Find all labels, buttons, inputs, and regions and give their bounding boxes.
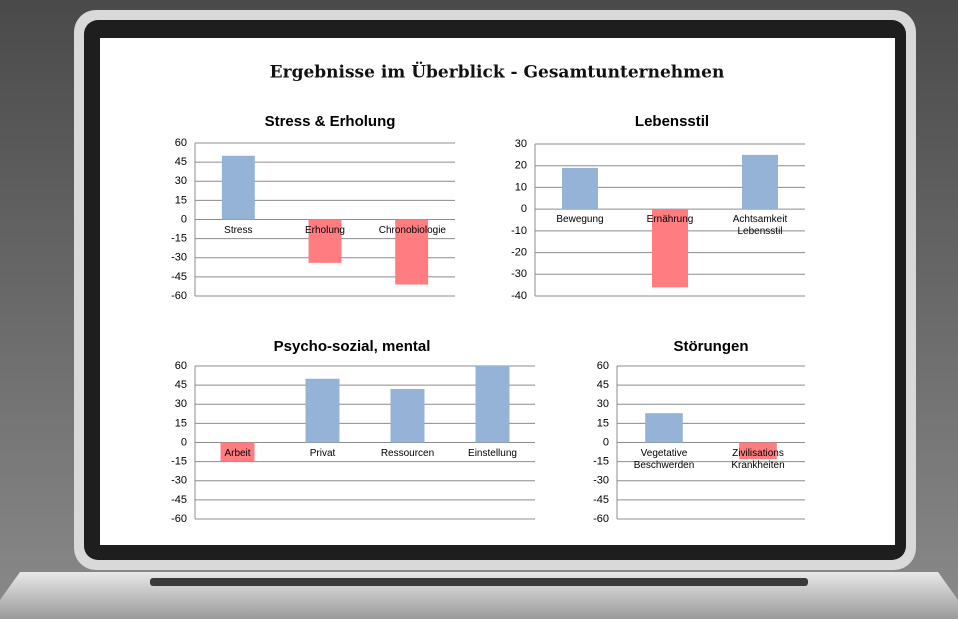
y-tick-label: 30 (175, 398, 187, 410)
y-tick-label: -30 (171, 475, 187, 487)
x-tick-label-box: Privat (309, 447, 336, 459)
y-tick-label: 10 (515, 181, 527, 193)
y-tick-label: -10 (511, 225, 527, 237)
y-tick-label: 30 (597, 398, 609, 410)
y-tick-label: -30 (511, 268, 527, 280)
chart-title: Lebensstil (635, 113, 709, 130)
bar (221, 155, 255, 220)
x-tick-label: Einstellung (468, 447, 517, 459)
y-tick-label: -60 (593, 513, 609, 525)
y-tick-label: 0 (603, 436, 609, 448)
y-tick-label: -45 (171, 271, 187, 283)
x-tick-label-box: Bewegung (556, 214, 604, 226)
bar (308, 219, 342, 263)
x-tick-label: Bewegung (556, 214, 604, 226)
y-tick-label: 45 (175, 379, 187, 391)
y-tick-label: -60 (171, 513, 187, 525)
chart-title: Stress & Erholung (265, 113, 396, 130)
x-tick-label: Chronobiologie (378, 224, 446, 236)
y-tick-label: 15 (175, 417, 187, 429)
y-tick-label: 60 (175, 360, 187, 372)
bar (390, 388, 425, 443)
y-tick-label: 20 (515, 160, 527, 172)
x-tick-label-box: Vegetative Beschwerden (633, 447, 695, 471)
y-tick-label: -60 (171, 290, 187, 302)
y-tick-label: 15 (597, 417, 609, 429)
x-tick-label: Ernährung (646, 214, 694, 226)
x-tick-label-box: Chronobiologie (378, 224, 446, 236)
y-tick-label: 0 (181, 436, 187, 448)
y-tick-label: 0 (521, 203, 527, 215)
x-tick-label: Erholung (304, 224, 345, 236)
y-tick-label: 60 (175, 137, 187, 149)
x-tick-label-box: Stress (224, 224, 253, 236)
y-tick-label: 15 (175, 194, 187, 206)
y-tick-label: -15 (171, 456, 187, 468)
x-tick-label: Achtsamkeit Lebensstil (732, 214, 788, 238)
x-tick-label-box: Ernährung (646, 214, 694, 226)
x-tick-label: Arbeit (224, 447, 251, 459)
x-tick-label-box: Achtsamkeit Lebensstil (732, 214, 788, 238)
x-tick-label: Zivilisations Krankheiten (731, 447, 785, 471)
x-tick-label-box: Zivilisations Krankheiten (731, 447, 785, 471)
y-tick-label: -20 (511, 246, 527, 258)
y-tick-label: -15 (593, 456, 609, 468)
bar (305, 378, 340, 443)
x-tick-label: Vegetative Beschwerden (633, 447, 695, 471)
y-tick-label: -30 (593, 475, 609, 487)
x-tick-label-box: Ressourcen (380, 447, 435, 459)
bar (475, 366, 510, 443)
bar (562, 167, 598, 210)
chart-title: Psycho-sozial, mental (274, 338, 431, 355)
y-tick-label: 30 (175, 175, 187, 187)
x-tick-label-box: Einstellung (468, 447, 517, 459)
x-tick-label: Ressourcen (380, 447, 435, 459)
y-tick-label: 30 (515, 138, 527, 150)
x-tick-label: Stress (224, 224, 253, 236)
y-tick-label: -40 (511, 290, 527, 302)
bar (645, 413, 683, 443)
bar (220, 442, 255, 462)
hinge (150, 578, 808, 586)
y-tick-label: 45 (175, 156, 187, 168)
bar (742, 154, 778, 210)
bar (395, 219, 429, 285)
y-tick-label: 0 (181, 213, 187, 225)
y-tick-label: 60 (597, 360, 609, 372)
x-tick-label: Privat (309, 447, 336, 459)
y-tick-label: -45 (171, 494, 187, 506)
y-tick-label: 45 (597, 379, 609, 391)
x-tick-label-box: Erholung (304, 224, 345, 236)
bar (652, 209, 688, 288)
chart-title: Störungen (674, 338, 749, 355)
y-tick-label: -30 (171, 252, 187, 264)
x-tick-label-box: Arbeit (224, 447, 251, 459)
page-title: Ergebnisse im Überblick - Gesamtunterneh… (270, 62, 725, 83)
y-tick-label: -45 (593, 494, 609, 506)
bar (739, 442, 777, 460)
y-tick-label: -15 (171, 233, 187, 245)
